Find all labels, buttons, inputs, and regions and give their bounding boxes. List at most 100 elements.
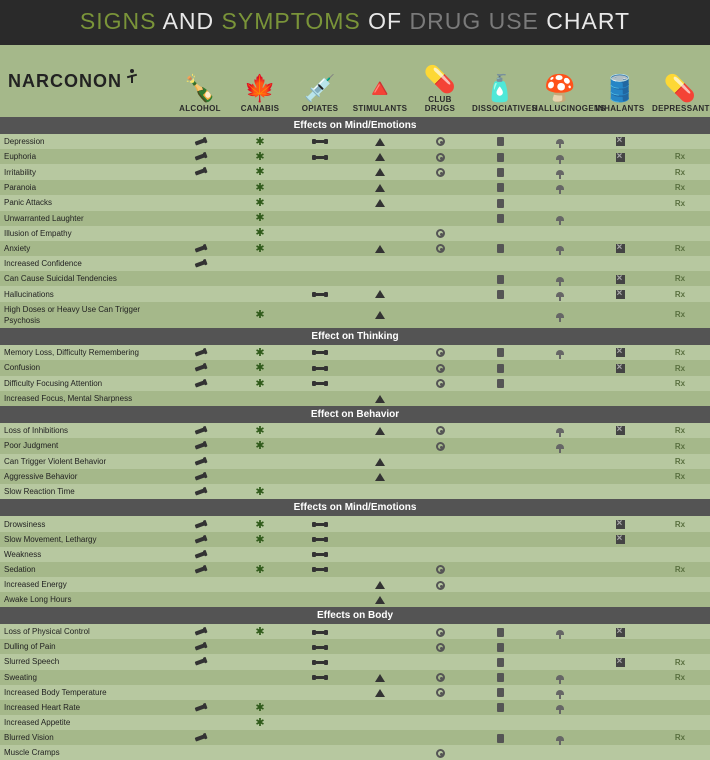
row-label: Blurred Vision	[0, 730, 170, 745]
cell	[470, 484, 530, 499]
stimulants-marker-icon	[375, 674, 385, 682]
row-label: Anxiety	[0, 241, 170, 256]
cell	[410, 745, 470, 760]
cell	[350, 454, 410, 469]
table-row: Panic Attacks✱Rx	[0, 195, 710, 210]
row-label: Loss of Physical Control	[0, 624, 170, 639]
cell	[530, 532, 590, 547]
cell	[230, 286, 290, 301]
cell	[530, 700, 590, 715]
cell	[530, 592, 590, 607]
cell	[170, 211, 230, 226]
row-label: Sweating	[0, 670, 170, 685]
canabis-marker-icon: ✱	[255, 487, 264, 497]
cell	[290, 730, 350, 745]
halluc-marker-icon	[556, 630, 564, 635]
dissoc-header-label: DISSOCIATIVES	[472, 104, 528, 113]
cell	[350, 302, 410, 328]
halluc-marker-icon	[556, 313, 564, 318]
cell	[350, 654, 410, 669]
cell: ✱	[230, 180, 290, 195]
cell	[410, 180, 470, 195]
cell	[170, 241, 230, 256]
cell	[170, 438, 230, 453]
cell	[170, 745, 230, 760]
cell	[350, 577, 410, 592]
cell	[410, 700, 470, 715]
cell	[530, 391, 590, 406]
club-marker-icon	[436, 673, 445, 682]
dissoc-marker-icon	[497, 348, 504, 357]
row-label: Increased Energy	[0, 577, 170, 592]
depress-marker-icon: Rx	[675, 347, 685, 358]
row-label: Increased Body Temperature	[0, 685, 170, 700]
cell	[290, 592, 350, 607]
logo-figure-icon	[126, 71, 138, 85]
row-label: Difficulty Focusing Attention	[0, 376, 170, 391]
stimulants-marker-icon	[375, 184, 385, 192]
cell	[470, 376, 530, 391]
opiates-marker-icon	[313, 351, 327, 354]
cell	[350, 592, 410, 607]
cell: ✱	[230, 516, 290, 531]
section-row: Effects on Mind/Emotions	[0, 117, 710, 134]
col-header-inhal: 🛢️INHALANTS	[590, 45, 650, 117]
cell	[650, 211, 710, 226]
cell	[290, 700, 350, 715]
cell	[470, 360, 530, 375]
row-label: Muscle Cramps	[0, 745, 170, 760]
cell: ✱	[230, 562, 290, 577]
cell	[470, 469, 530, 484]
cell	[350, 745, 410, 760]
canabis-marker-icon: ✱	[255, 198, 264, 208]
depress-marker-icon: Rx	[675, 167, 685, 178]
depress-marker-icon: Rx	[675, 672, 685, 683]
cell	[290, 286, 350, 301]
cell	[350, 670, 410, 685]
club-marker-icon	[436, 244, 445, 253]
cell	[290, 516, 350, 531]
cell	[290, 256, 350, 271]
cell	[230, 256, 290, 271]
cell	[590, 685, 650, 700]
logo-text: NARCONON	[8, 71, 122, 91]
cell	[590, 376, 650, 391]
canabis-marker-icon: ✱	[255, 565, 264, 575]
table-row: Poor Judgment✱Rx	[0, 438, 710, 453]
cell	[530, 484, 590, 499]
canabis-marker-icon: ✱	[255, 152, 264, 162]
cell	[170, 391, 230, 406]
cell	[590, 715, 650, 730]
cell	[230, 592, 290, 607]
inhal-marker-icon	[616, 658, 625, 667]
halluc-marker-icon	[556, 155, 564, 160]
cell	[230, 454, 290, 469]
cell: Rx	[650, 469, 710, 484]
alcohol-marker-icon	[195, 169, 206, 176]
cell: Rx	[650, 180, 710, 195]
opiates-marker-icon	[313, 676, 327, 679]
cell: Rx	[650, 654, 710, 669]
cell	[170, 180, 230, 195]
cell	[470, 149, 530, 164]
alcohol-marker-icon	[195, 245, 206, 252]
cell	[470, 670, 530, 685]
logo-cell: NARCONON	[0, 45, 170, 117]
cell	[410, 577, 470, 592]
cell	[470, 577, 530, 592]
cell: Rx	[650, 360, 710, 375]
row-label: Drowsiness	[0, 516, 170, 531]
cell	[590, 562, 650, 577]
canabis-marker-icon: ✱	[255, 627, 264, 637]
cell	[530, 345, 590, 360]
cell	[290, 360, 350, 375]
canabis-marker-icon: ✱	[255, 183, 264, 193]
cell	[170, 423, 230, 438]
row-label: Weakness	[0, 547, 170, 562]
alcohol-marker-icon	[195, 644, 206, 651]
section-row: Effect on Thinking	[0, 328, 710, 345]
cell	[590, 256, 650, 271]
cell	[530, 286, 590, 301]
canabis-marker-icon: ✱	[255, 137, 264, 147]
cell	[410, 226, 470, 241]
